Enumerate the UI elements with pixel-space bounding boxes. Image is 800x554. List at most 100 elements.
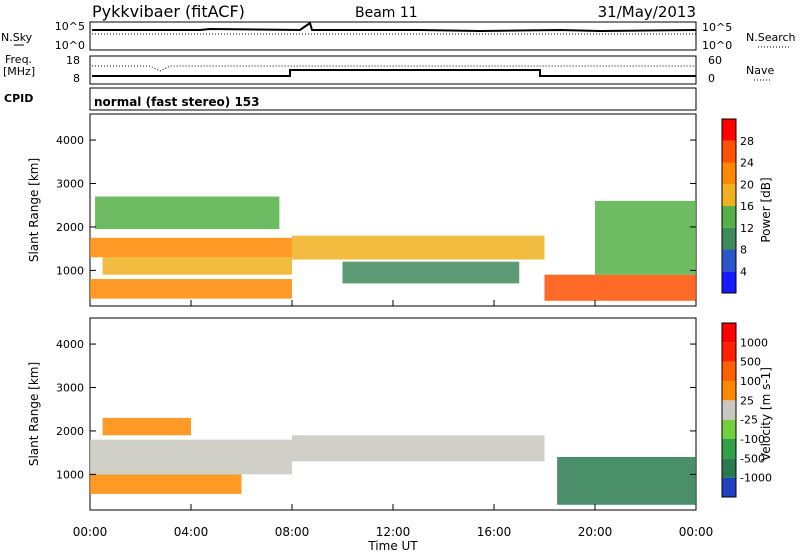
power-colorbar-tick-3: 16 xyxy=(740,200,754,213)
velocity-colorbar-swatch-0 xyxy=(722,477,736,497)
freq-left-top: 18 xyxy=(66,54,80,67)
power-y-label: Slant Range [km] xyxy=(27,158,41,262)
station-title: Pykkvibaer (fitACF) xyxy=(92,2,245,21)
freq-unit-label: [MHz] xyxy=(3,65,35,78)
freq-right-bottom: 0 xyxy=(708,72,715,85)
velocity-colorbar-swatch-5 xyxy=(722,381,736,401)
freq-trace xyxy=(92,69,696,77)
x-tick-label-3: 12:00 xyxy=(376,525,411,539)
velocity-colorbar-tick-0: 1000 xyxy=(740,336,768,349)
nave-trace xyxy=(92,65,696,72)
x-tick-label-5: 20:00 xyxy=(578,525,613,539)
power-colorbar-tick-0: 4 xyxy=(740,265,747,278)
nave-label: Nave xyxy=(746,64,774,77)
power-colorbar-tick-5: 24 xyxy=(740,157,754,170)
x-axis-label: Time UT xyxy=(367,539,418,553)
nsky-label: N.Sky xyxy=(1,31,33,44)
power-colorbar-label: Power [dB] xyxy=(759,177,773,242)
power-colorbar-frame xyxy=(721,118,737,294)
velocity-colorbar-tick-6: -500 xyxy=(740,452,765,465)
power-ytick-label-2: 3000 xyxy=(56,178,84,191)
velocity-colorbar-tick-3: 25 xyxy=(740,394,754,407)
power-band-7 xyxy=(595,200,696,275)
velocity-colorbar-swatch-7 xyxy=(722,342,736,362)
nsky-left-bottom: 10^0 xyxy=(55,39,85,52)
power-band-2 xyxy=(90,237,292,258)
velocity-colorbar-tick-4: -25 xyxy=(740,414,758,427)
power-colorbar: 4 8 12 16 20 24 28 xyxy=(721,118,754,294)
velocity-colorbar-tick-1: 500 xyxy=(740,356,761,369)
velocity-band-0 xyxy=(90,474,242,494)
cpid-text: normal (fast stereo) 153 xyxy=(94,95,260,109)
x-tick-label-0: 00:00 xyxy=(73,525,108,539)
velocity-y-ticks: 1000 2000 3000 4000 xyxy=(56,338,696,481)
x-tick-label-2: 08:00 xyxy=(275,525,310,539)
power-y-ticks: 1000 2000 3000 4000 xyxy=(56,134,696,277)
velocity-colorbar-frame xyxy=(721,322,737,498)
power-band-5 xyxy=(342,261,520,284)
velocity-colorbar-swatch-1 xyxy=(722,458,736,478)
power-colorbar-swatch-2 xyxy=(722,227,736,250)
velocity-band-3 xyxy=(292,435,545,462)
nsky-left-top: 10^5 xyxy=(55,20,85,33)
velocity-ytick-label-1: 2000 xyxy=(56,425,84,438)
nsky-right-top: 10^5 xyxy=(702,21,732,34)
cpid-panel: CPID normal (fast stereo) 153 xyxy=(4,87,697,111)
freq-label: Freq. xyxy=(5,53,32,66)
power-panel: 1000 2000 3000 4000 Slant Range [km] 4 8 12 16… xyxy=(27,113,773,307)
nsky-panel: N.Sky 10^5 10^0 10^5 10^0 N.Search xyxy=(1,20,796,52)
velocity-colorbar-tick-7: -1000 xyxy=(740,472,772,485)
velocity-colorbar: 1000 500 100 25 -25 -100 -500 -1000 xyxy=(721,322,772,498)
power-colorbar-swatch-1 xyxy=(722,249,736,272)
nsearch-label: N.Search xyxy=(746,31,796,44)
power-data xyxy=(90,196,696,301)
power-colorbar-tick-6: 28 xyxy=(740,135,754,148)
nsky-trace xyxy=(92,21,697,33)
power-colorbar-swatch-6 xyxy=(722,140,736,163)
power-band-3 xyxy=(95,196,280,230)
power-band-0 xyxy=(90,279,292,299)
x-tick-label-4: 16:00 xyxy=(477,525,512,539)
cpid-label: CPID xyxy=(4,92,33,105)
power-colorbar-swatch-7 xyxy=(722,119,736,141)
velocity-colorbar-swatch-4 xyxy=(722,400,736,420)
power-colorbar-swatch-3 xyxy=(722,206,736,228)
velocity-data xyxy=(90,417,696,505)
velocity-colorbar-swatch-6 xyxy=(722,361,736,381)
freq-panel: Freq. [MHz] 18 8 60 0 Nave xyxy=(3,53,774,85)
power-colorbar-swatch-0 xyxy=(722,271,736,293)
power-band-1 xyxy=(102,257,292,275)
power-ytick-label-3: 4000 xyxy=(56,134,84,147)
velocity-band-1 xyxy=(90,439,292,475)
power-colorbar-tick-2: 12 xyxy=(740,222,754,235)
x-tick-label-6: 00:00 xyxy=(679,525,714,539)
power-band-6 xyxy=(544,274,696,301)
nsky-right-bottom: 10^0 xyxy=(702,39,732,52)
velocity-colorbar-swatch-2 xyxy=(722,439,736,459)
velocity-colorbar-tick-2: 100 xyxy=(740,375,761,388)
velocity-colorbar-swatch-3 xyxy=(722,419,736,439)
velocity-panel: 1000 2000 3000 4000 Slant Range [km] 1000 50… xyxy=(27,317,773,511)
velocity-band-4 xyxy=(557,457,696,505)
x-tick-label-1: 04:00 xyxy=(174,525,209,539)
x-axis: 00:00 04:00 08:00 12:00 16:00 20:00 00:00 xyxy=(73,300,714,539)
beam-title: Beam 11 xyxy=(355,5,418,21)
power-colorbar-tick-4: 20 xyxy=(740,178,754,191)
power-ytick-label-1: 2000 xyxy=(56,221,84,234)
velocity-band-2 xyxy=(102,417,191,436)
power-band-4 xyxy=(292,235,545,260)
power-colorbar-tick-1: 8 xyxy=(740,244,747,257)
velocity-colorbar-tick-5: -100 xyxy=(740,433,765,446)
freq-left-bottom: 8 xyxy=(73,72,80,85)
freq-right-top: 60 xyxy=(708,54,722,67)
power-ytick-label-0: 1000 xyxy=(56,264,84,277)
power-colorbar-swatch-4 xyxy=(722,184,736,206)
velocity-ytick-label-0: 1000 xyxy=(56,468,84,481)
velocity-ytick-label-2: 3000 xyxy=(56,382,84,395)
date-title: 31/May/2013 xyxy=(598,3,696,21)
velocity-colorbar-swatch-8 xyxy=(722,323,736,343)
velocity-ytick-label-3: 4000 xyxy=(56,338,84,351)
velocity-colorbar-label: Velocity [m s-1] xyxy=(759,367,773,461)
